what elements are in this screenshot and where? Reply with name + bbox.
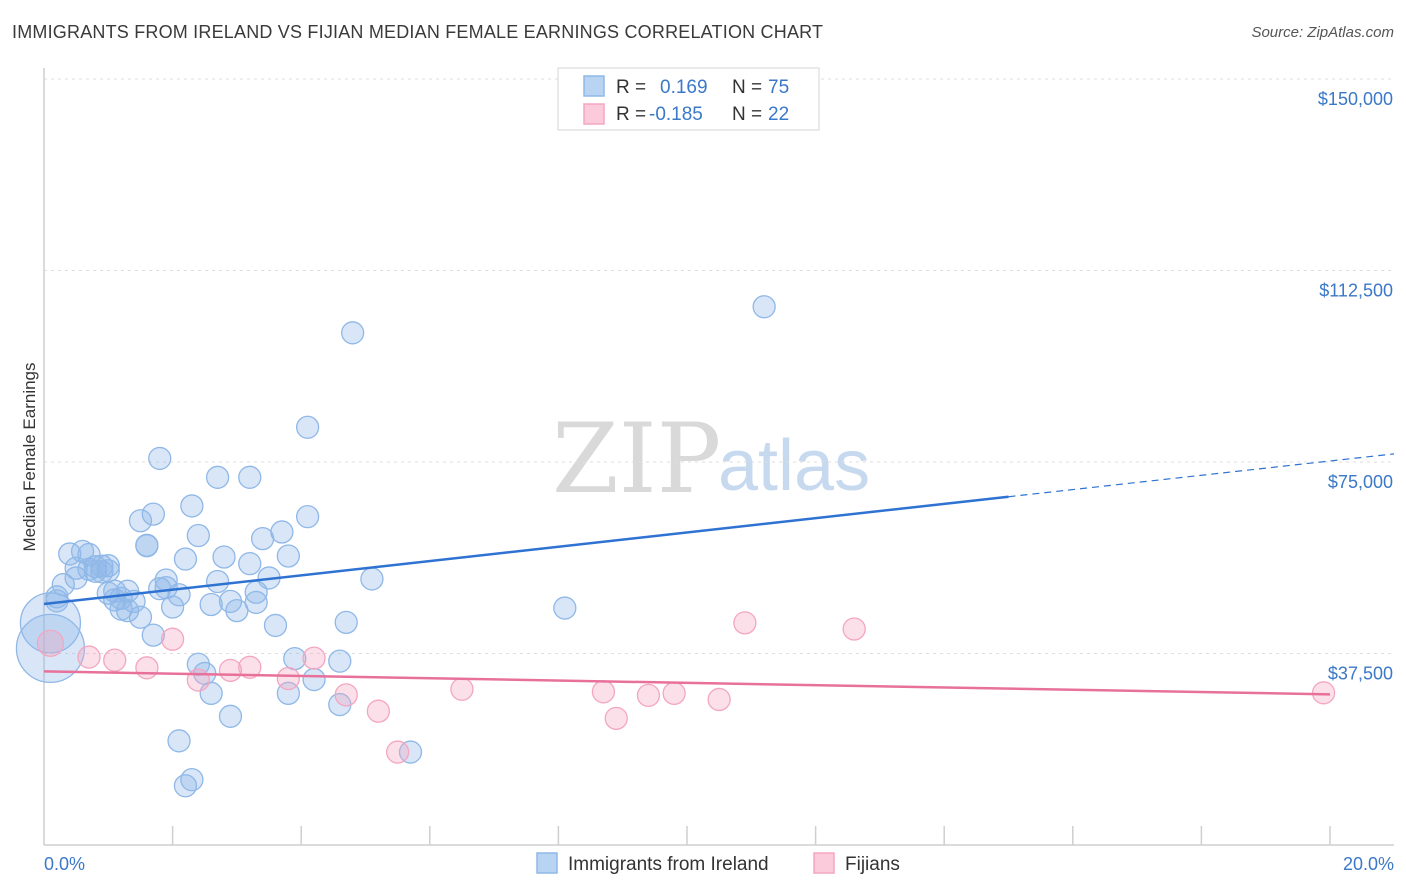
ireland-point-28 — [135, 533, 159, 557]
stats-legend-r-value-fijians: -0.185 — [649, 104, 703, 125]
ireland-point-16 — [96, 554, 120, 578]
stats-legend-r-label-ireland: R = — [616, 77, 646, 98]
stats-legend-n-value-ireland: 75 — [768, 77, 789, 98]
stats-legend-r-label-fijians: R = — [616, 104, 646, 125]
ireland-point-53 — [238, 551, 262, 576]
x-ticks — [171, 826, 1331, 845]
ireland-point-4 — [51, 572, 75, 597]
watermark: ZIP atlas — [552, 403, 870, 515]
fijians-point-1 — [77, 645, 101, 669]
ireland-point-25 — [128, 605, 153, 629]
axes — [43, 68, 1394, 846]
ireland-point-30 — [141, 502, 165, 526]
fijians-point-21 — [1311, 681, 1336, 705]
ireland-point-64 — [295, 504, 320, 529]
stats-legend: R = 0.169 N = 75 R = -0.185 N = 22 — [557, 67, 820, 131]
ireland-point-70 — [340, 321, 365, 345]
chart-source: Source: ZipAtlas.com — [1251, 24, 1394, 41]
ireland-point-71 — [360, 567, 384, 591]
chart-title: IMMIGRANTS FROM IRELAND VS FIJIAN MEDIAN… — [12, 22, 824, 42]
ireland-point-49 — [212, 545, 236, 569]
stats-legend-swatch-ireland — [583, 75, 605, 97]
series-legend: Immigrants from Ireland Fijians — [536, 852, 900, 875]
y-tick-labels: $150,000 $112,500 $75,000 $37,500 — [1318, 89, 1393, 684]
ireland-point-39 — [173, 547, 198, 571]
ireland-point-54 — [238, 465, 262, 489]
x-tick-label-max: 20.0% — [1343, 854, 1394, 874]
ireland-point-13 — [90, 560, 114, 584]
scatter-points — [15, 295, 1336, 798]
ireland-point-38 — [173, 774, 198, 798]
fijians-point-0 — [36, 629, 65, 657]
ireland-point-47 — [205, 465, 230, 489]
fijians-trend-line — [43, 670, 1331, 696]
fijians-point-15 — [604, 706, 628, 731]
y-tick-label-2: $75,000 — [1328, 472, 1393, 492]
fijians-point-16 — [636, 683, 661, 708]
fijians-point-20 — [842, 617, 866, 641]
fijians-point-14 — [591, 680, 616, 704]
fijians-point-6 — [218, 658, 243, 683]
fijians-point-4 — [160, 627, 185, 651]
series-legend-label-ireland: Immigrants from Ireland — [568, 854, 769, 875]
series-legend-swatch-ireland — [536, 852, 558, 874]
ireland-point-32 — [148, 446, 172, 471]
fijians-point-11 — [366, 699, 391, 723]
ireland-point-48 — [205, 569, 230, 594]
series-legend-label-fijians: Fijians — [845, 854, 900, 875]
fijians-point-10 — [334, 683, 358, 707]
ireland-point-73 — [553, 596, 577, 620]
fijians-point-2 — [103, 648, 127, 672]
ireland-trend-line — [43, 495, 1009, 606]
fijians-point-8 — [276, 666, 300, 691]
stats-legend-swatch-fijians — [583, 103, 605, 125]
ireland-point-1 — [15, 613, 86, 684]
y-tick-label-0: $150,000 — [1318, 89, 1393, 109]
ireland-point-72 — [398, 740, 423, 764]
x-tick-label-min: 0.0% — [44, 854, 85, 874]
fijians-point-7 — [238, 655, 262, 679]
ireland-point-65 — [295, 415, 320, 439]
stats-legend-n-value-fijians: 22 — [768, 104, 789, 125]
ireland-point-51 — [218, 704, 243, 728]
ireland-point-29 — [141, 623, 165, 647]
ireland-point-41 — [180, 767, 204, 792]
ireland-point-69 — [334, 610, 358, 634]
ireland-point-46 — [199, 592, 223, 617]
ireland-point-60 — [270, 520, 294, 544]
ireland-point-26 — [128, 509, 153, 533]
fijians-point-3 — [135, 656, 159, 680]
ireland-point-42 — [186, 523, 210, 548]
stats-legend-r-value-ireland: 0.169 — [660, 77, 708, 98]
fijians-point-5 — [186, 668, 210, 692]
ireland-point-14 — [90, 554, 114, 578]
ireland-point-67 — [328, 649, 352, 673]
ireland-point-40 — [180, 494, 204, 518]
series-legend-swatch-fijians — [813, 852, 835, 874]
fijians-point-12 — [385, 740, 410, 764]
fijians-point-9 — [302, 646, 326, 670]
fijians-point-17 — [662, 681, 686, 705]
y-tick-label-3: $37,500 — [1328, 664, 1393, 684]
trend-lines — [43, 453, 1395, 696]
stats-legend-n-label-ireland: N = — [732, 77, 762, 98]
fijians-point-18 — [707, 687, 731, 712]
stats-legend-n-label-fijians: N = — [732, 104, 762, 125]
ireland-point-74 — [752, 295, 776, 319]
ireland-point-66 — [302, 667, 326, 692]
ireland-point-8 — [70, 539, 95, 564]
ireland-point-35 — [160, 595, 185, 619]
watermark-zip: ZIP — [552, 403, 721, 515]
fijians-point-13 — [450, 677, 474, 701]
ireland-point-37 — [167, 729, 191, 753]
ireland-trend-extension — [1008, 453, 1395, 498]
y-tick-label-1: $112,500 — [1319, 281, 1393, 301]
ireland-point-59 — [263, 613, 288, 638]
watermark-atlas: atlas — [718, 426, 870, 506]
fijians-point-19 — [733, 611, 757, 635]
ireland-point-56 — [244, 590, 268, 615]
y-axis-title: Median Female Earnings — [20, 363, 39, 552]
ireland-point-61 — [276, 544, 300, 568]
